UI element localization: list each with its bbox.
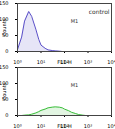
svg-text:150: 150 <box>0 64 9 70</box>
svg-text:10³: 10³ <box>84 59 92 64</box>
svg-text:Counts: Counts <box>1 82 7 100</box>
svg-text:150: 150 <box>0 0 9 6</box>
svg-text:10¹: 10¹ <box>37 123 45 128</box>
svg-text:Counts: Counts <box>1 18 7 36</box>
svg-text:M1: M1 <box>71 82 79 88</box>
svg-text:FL1-H: FL1-H <box>57 59 72 65</box>
svg-text:10⁰: 10⁰ <box>13 123 21 128</box>
svg-text:0: 0 <box>5 112 8 118</box>
svg-text:10⁴: 10⁴ <box>107 123 115 128</box>
svg-text:10¹: 10¹ <box>37 59 45 64</box>
svg-text:10³: 10³ <box>84 123 92 128</box>
svg-text:10⁴: 10⁴ <box>107 59 115 64</box>
svg-text:M1: M1 <box>71 18 79 24</box>
svg-text:control: control <box>89 8 110 15</box>
svg-text:FL1-H: FL1-H <box>57 123 72 129</box>
svg-text:10⁰: 10⁰ <box>13 59 21 64</box>
svg-text:0: 0 <box>5 48 8 54</box>
